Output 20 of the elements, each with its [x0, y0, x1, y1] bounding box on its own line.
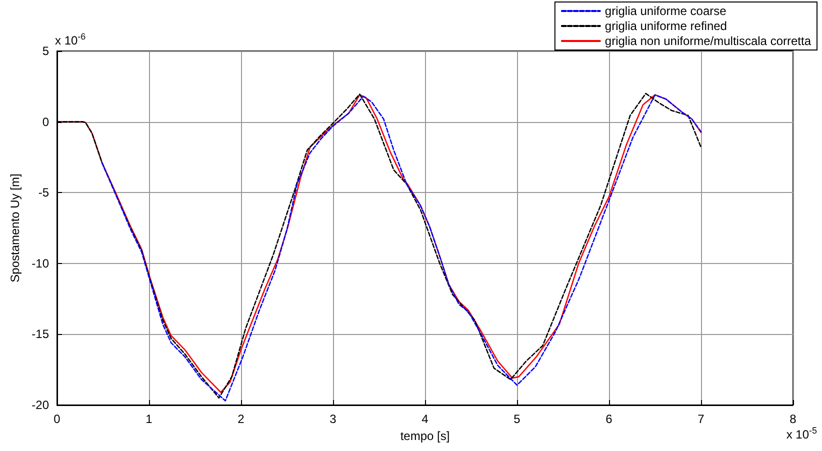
x-tick-label: 6 — [606, 412, 613, 426]
y-tick-label: -20 — [32, 398, 50, 412]
x-tick-label: 5 — [514, 412, 521, 426]
x-tick-label: 2 — [238, 412, 245, 426]
y-tick-label: -15 — [32, 327, 50, 342]
x-tick-label: 0 — [54, 412, 61, 426]
legend-label: griglia non uniforme/multiscala corretta — [604, 34, 812, 48]
x-tick-label: 1 — [146, 412, 153, 426]
y-tick-label: -10 — [32, 256, 50, 270]
x-tick-label: 4 — [422, 412, 429, 426]
y-tick-label: 5 — [42, 44, 50, 58]
y-tick-label: -5 — [38, 186, 50, 200]
legend-label: griglia uniforme refined — [604, 19, 727, 33]
legend-label: griglia uniforme coarse — [604, 4, 727, 18]
x-tick-label: 7 — [698, 412, 705, 426]
y-tick-label: 0 — [42, 114, 50, 129]
x-tick-label: 3 — [330, 412, 337, 426]
x-tick-label: 8 — [790, 412, 797, 426]
y-axis-title: Spostamento Uy [m] — [8, 174, 22, 282]
x-axis-title: tempo [s] — [400, 428, 450, 443]
